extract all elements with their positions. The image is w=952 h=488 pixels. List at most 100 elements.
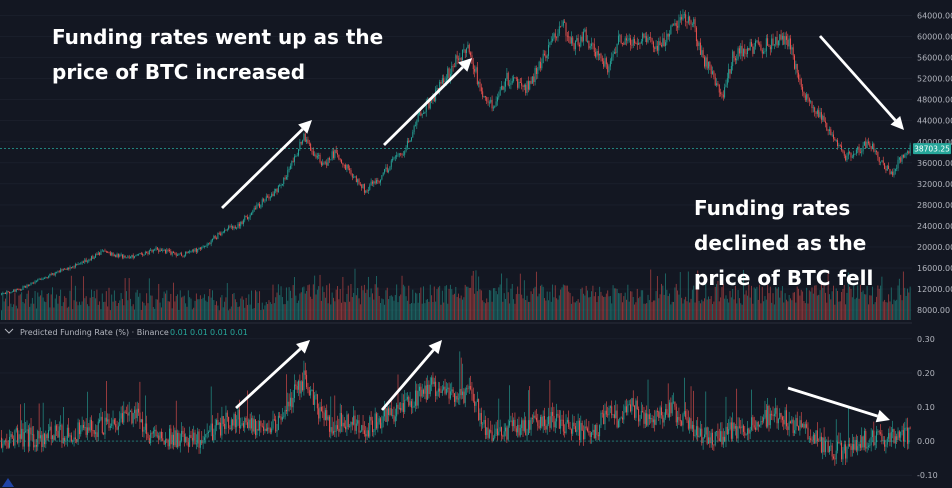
- candle-body: [310, 143, 312, 151]
- volume-bar: [866, 285, 868, 320]
- volume-bar: [853, 285, 855, 320]
- volume-bar: [458, 293, 459, 320]
- funding-body: [901, 430, 903, 432]
- funding-body: [537, 420, 539, 427]
- funding-body: [27, 429, 29, 447]
- candle-body: [842, 150, 844, 152]
- candle-body: [181, 253, 183, 256]
- candle-body: [56, 271, 58, 273]
- funding-body: [615, 410, 617, 418]
- funding-body: [833, 456, 834, 459]
- volume-bar: [471, 275, 473, 320]
- candle-body: [755, 40, 757, 47]
- volume-bar: [710, 296, 712, 320]
- candle-body: [525, 85, 527, 93]
- funding-body: [865, 431, 867, 449]
- funding-body: [862, 436, 864, 448]
- price-tick-label: 32000.00: [917, 180, 952, 189]
- volume-bars: [1, 268, 911, 320]
- funding-body: [845, 444, 847, 459]
- funding-body: [847, 444, 849, 447]
- funding-body: [218, 422, 220, 425]
- candle-body: [439, 82, 441, 93]
- volume-bar: [5, 298, 6, 320]
- volume-bar: [276, 292, 278, 320]
- volume-bar: [178, 309, 180, 320]
- price-tick-label: 44000.00: [917, 117, 952, 126]
- candle-body: [841, 145, 843, 151]
- volume-bar: [159, 302, 161, 320]
- candle-body: [338, 154, 340, 160]
- candle-body: [540, 61, 541, 69]
- funding-body: [819, 436, 821, 442]
- price-tick-label: 48000.00: [917, 96, 952, 105]
- funding-body: [358, 420, 360, 433]
- funding-body: [66, 427, 68, 442]
- candle-body: [82, 261, 84, 263]
- volume-bar: [511, 283, 513, 320]
- funding-body: [209, 430, 211, 432]
- funding-body: [101, 416, 103, 434]
- candle-body: [417, 113, 419, 122]
- candle-body: [890, 171, 892, 175]
- volume-bar: [763, 301, 765, 320]
- volume-bar: [558, 295, 560, 320]
- volume-bar: [644, 303, 646, 320]
- volume-bar: [73, 300, 75, 320]
- volume-bar: [854, 299, 856, 320]
- volume-bar: [535, 271, 537, 320]
- candle-body: [544, 53, 545, 56]
- funding-arrow-head: [296, 340, 310, 354]
- candle-body: [859, 152, 861, 154]
- volume-bar: [769, 286, 771, 320]
- funding-body: [674, 401, 676, 407]
- volume-bar: [370, 288, 372, 320]
- chevron-down-icon[interactable]: [4, 328, 14, 334]
- volume-bar: [76, 301, 78, 320]
- funding-body: [25, 430, 27, 433]
- candle-body: [288, 168, 290, 171]
- candle-body: [162, 249, 164, 251]
- volume-bar: [382, 299, 384, 320]
- candle-body: [355, 176, 357, 183]
- funding-body: [382, 416, 384, 423]
- volume-bar: [787, 301, 789, 320]
- candle-body: [753, 46, 755, 54]
- funding-body: [550, 412, 552, 428]
- candle-body: [449, 73, 451, 79]
- volume-bar: [160, 307, 162, 320]
- volume-bar: [577, 299, 579, 320]
- candle-body: [764, 51, 766, 53]
- funding-body: [193, 432, 195, 441]
- funding-body: [867, 445, 869, 447]
- candle-body: [884, 163, 886, 170]
- candle-body: [729, 69, 731, 74]
- candle-body: [190, 251, 192, 252]
- volume-bar: [713, 301, 715, 320]
- volume-bar: [206, 301, 208, 320]
- volume-bar: [190, 298, 192, 320]
- funding-body: [92, 430, 94, 432]
- candle-body: [872, 143, 873, 149]
- price-tick-label: 8000.00: [917, 306, 950, 315]
- funding-body: [132, 413, 134, 424]
- candle-body: [642, 33, 644, 42]
- volume-bar: [697, 270, 699, 320]
- candle-body: [419, 112, 420, 114]
- funding-body: [893, 429, 895, 444]
- volume-bar: [330, 304, 332, 320]
- funding-body: [600, 412, 602, 426]
- candle-body: [744, 49, 746, 54]
- funding-body: [195, 443, 197, 445]
- funding-body: [154, 429, 156, 432]
- volume-bar: [463, 297, 465, 320]
- volume-bar: [212, 290, 213, 320]
- candle-body: [902, 155, 904, 158]
- candle-body: [724, 87, 726, 98]
- volume-bar: [691, 289, 693, 320]
- volume-bar: [870, 295, 872, 320]
- volume-bar: [244, 307, 246, 320]
- funding-body: [217, 420, 219, 425]
- volume-bar: [737, 290, 739, 320]
- volume-bar: [13, 304, 15, 320]
